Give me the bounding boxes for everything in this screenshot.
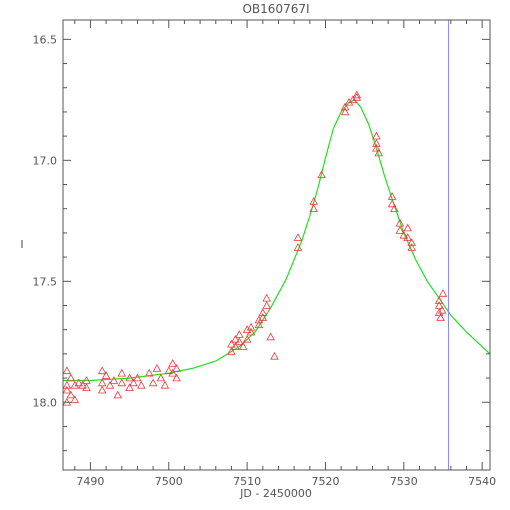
data-point [407,242,416,251]
data-point [238,342,248,350]
x-tick-label: 7520 [311,475,339,488]
data-point [78,380,87,389]
data-point [387,199,397,208]
data-point [258,313,268,321]
data-point [309,204,318,213]
data-point [70,395,80,404]
data-point [372,138,381,147]
data-point [168,359,177,367]
x-tick-label: 7510 [233,475,261,488]
data-point [399,230,409,239]
data-point [235,337,244,346]
data-point [152,363,162,372]
data-point [227,347,236,355]
data-point [262,293,271,302]
data-point [172,363,181,372]
data-point [113,390,123,399]
data-point [66,390,76,399]
data-point [344,97,354,106]
data-point [258,308,268,317]
data-point [133,373,142,382]
x-tick-label: 7530 [390,475,418,488]
data-point [62,366,72,375]
data-point [97,385,107,394]
data-point [293,233,303,242]
data-point [266,332,275,341]
data-point [270,351,279,360]
data-point [436,313,445,321]
data-point [317,170,326,179]
data-point [262,301,271,309]
x-axis-label: JD - 2450000 [239,487,312,500]
data-point [101,371,111,379]
data-point [242,325,252,334]
chart-title: OB160767I [242,2,309,16]
data-point [144,368,154,377]
data-point [235,330,244,338]
data-point [246,327,256,336]
data-point [82,383,91,392]
data-point [437,305,447,314]
data-points-layer [62,90,448,406]
data-point [242,334,252,343]
x-tick-label: 7490 [76,475,104,488]
model-curve [63,99,491,382]
y-tick-label: 17.5 [33,275,58,288]
data-point [227,339,236,348]
y-tick-label: 17.0 [33,154,58,167]
data-point [352,90,362,99]
plot-frame [62,19,491,471]
data-point [372,143,381,152]
data-point [160,380,170,389]
data-point [168,368,177,377]
data-point [352,92,362,101]
data-point [403,223,412,232]
data-point [109,376,119,384]
data-point [231,342,240,350]
data-point [148,378,158,387]
data-point [125,373,134,382]
data-point [434,296,444,304]
data-point [117,368,127,377]
data-point [407,238,416,246]
data-point [374,148,383,157]
y-axis-label: I [20,238,23,251]
data-point [293,242,303,251]
data-point [254,320,264,329]
data-point [105,380,115,389]
data-point [62,380,72,389]
data-point [62,385,72,394]
data-point [340,107,350,116]
data-point [340,102,350,111]
x-tick-label: 7540 [468,475,496,488]
data-point [70,380,80,389]
data-point [403,233,412,242]
data-point [434,308,444,317]
data-point [390,204,399,213]
data-point [97,366,107,375]
data-point [66,373,76,382]
y-tick-label: 16.5 [33,33,58,46]
data-point [164,366,174,375]
data-point [348,95,358,104]
model-curve-layer [63,99,491,382]
data-point [172,373,181,382]
data-point [395,226,405,234]
data-point [129,378,138,387]
data-point [372,131,381,140]
data-point [137,380,146,389]
axis-ticks-layer: 7490 7500 7510 7520 7530 7540 16.5 17.0 17.5 18.0 [33,20,496,488]
data-point [117,378,127,387]
data-point [246,322,256,331]
data-point [156,373,166,382]
x-tick-label: 7500 [155,475,183,488]
data-point [74,378,83,387]
data-point [125,383,134,392]
y-tick-label: 18.0 [33,396,58,409]
data-point [254,315,264,324]
data-point [438,288,448,297]
